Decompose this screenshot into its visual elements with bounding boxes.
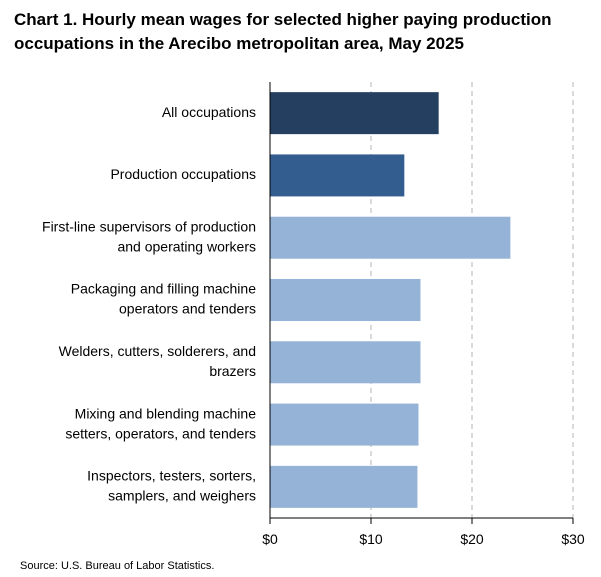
x-tick-label: $20 xyxy=(460,531,484,547)
x-tick-label: $10 xyxy=(359,531,383,547)
bar xyxy=(270,154,405,197)
chart-title: Chart 1. Hourly mean wages for selected … xyxy=(14,10,552,53)
category-label: brazers xyxy=(209,363,256,379)
x-axis: $0 $10 $20 $30 xyxy=(262,82,585,547)
category-label: Production occupations xyxy=(110,166,256,182)
category-label: All occupations xyxy=(162,104,256,120)
category-label: Inspectors, testers, sorters, xyxy=(87,468,256,484)
category-label: First-line supervisors of production xyxy=(42,218,256,234)
category-label: and operating workers xyxy=(117,238,256,254)
x-tick-label: $0 xyxy=(262,531,278,547)
bar xyxy=(270,341,421,384)
category-label: Mixing and blending machine xyxy=(75,405,257,421)
bar xyxy=(270,92,439,135)
category-label: setters, operators, and tenders xyxy=(65,425,256,441)
bar xyxy=(270,216,511,259)
category-label: operators and tenders xyxy=(119,301,256,317)
bar xyxy=(270,465,418,508)
category-label: samplers, and weighers xyxy=(108,488,256,504)
bar xyxy=(270,279,421,321)
bar xyxy=(270,403,419,446)
x-tick-label: $30 xyxy=(561,531,585,547)
category-label: Welders, cutters, solderers, and xyxy=(59,343,256,359)
source-note: Source: U.S. Bureau of Labor Statistics. xyxy=(20,560,215,572)
category-label: Packaging and filling machine xyxy=(71,281,256,297)
bars xyxy=(270,92,511,508)
category-labels: All occupations Production occupations Fir… xyxy=(42,104,256,504)
